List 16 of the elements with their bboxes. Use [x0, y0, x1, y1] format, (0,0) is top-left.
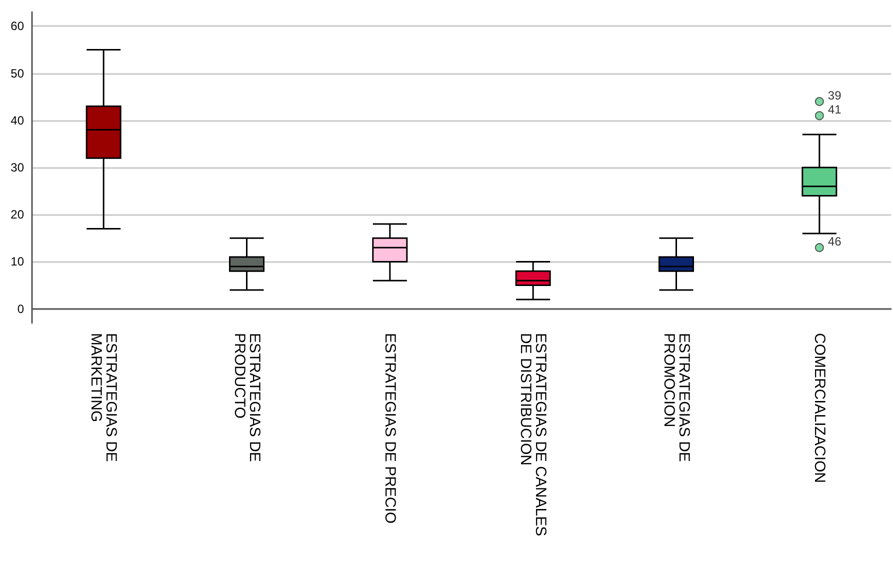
y-tick-label: 50: [10, 66, 24, 80]
y-tick-label: 0: [17, 302, 24, 316]
x-tick-label: ESTRATEGIAS DE PROMOCION: [660, 333, 692, 462]
x-tick-label: ESTRATEGIAS DE MARKETING: [88, 333, 120, 462]
y-tick-label: 40: [10, 113, 24, 128]
y-tick-label: 30: [10, 160, 24, 174]
x-tick-label: COMERCIALIZACION: [810, 333, 828, 484]
y-tick-label: 10: [10, 254, 24, 269]
x-tick-label: ESTRATEGIAS DE PRODUCTO: [230, 333, 263, 462]
x-tick-label: ESTRATEGIAS DE PRECIO: [381, 333, 398, 524]
y-tick-label: 20: [10, 208, 24, 222]
annotation: 39: [828, 88, 842, 103]
x-tick-label: ESTRATEGIAS DE CANALES DE DISTRIBUCION: [517, 333, 550, 536]
annotation: 41: [828, 102, 842, 117]
y-tick-label: 60: [10, 19, 24, 34]
annotation: 46: [828, 234, 842, 249]
